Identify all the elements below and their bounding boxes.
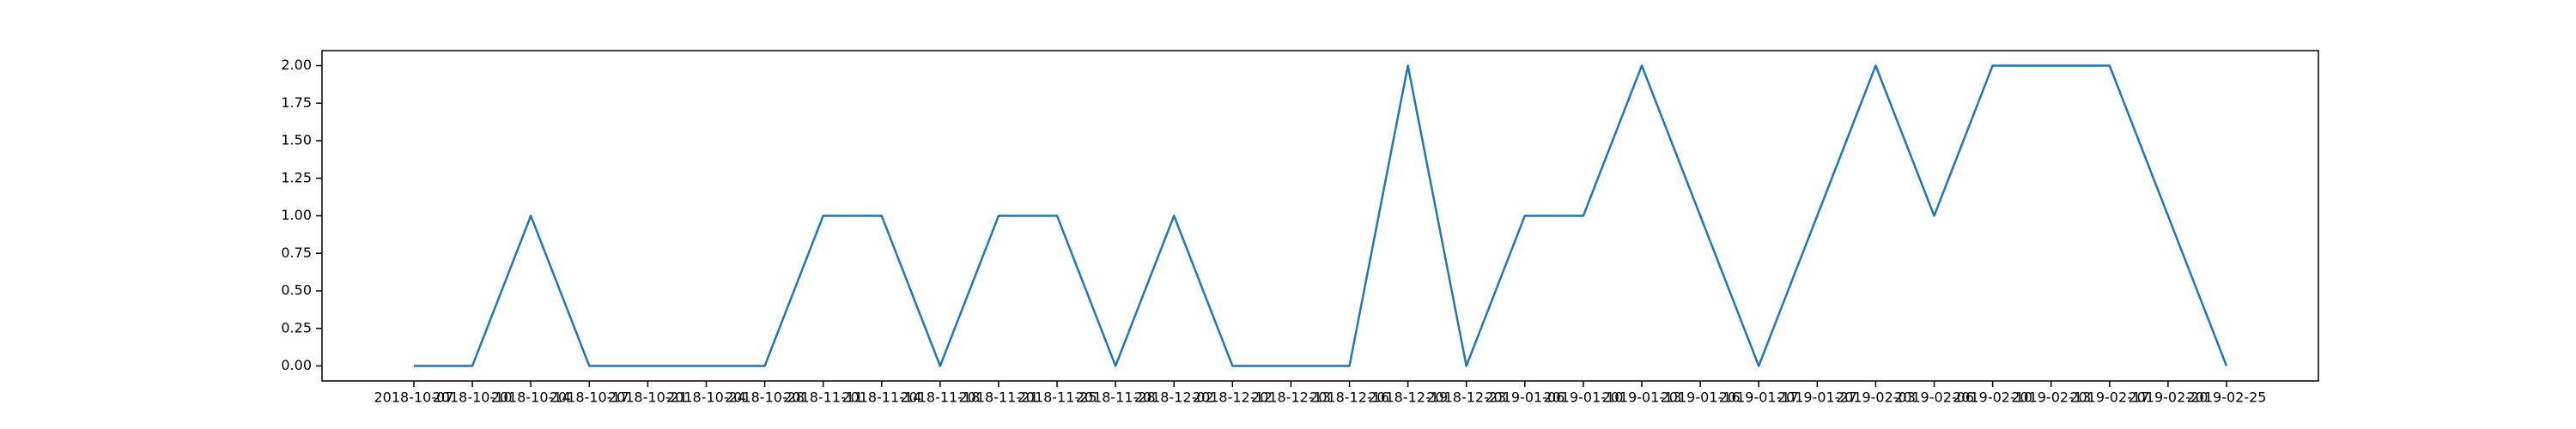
x-tick-label: 2019-02-20 [2128,390,2208,406]
x-tick-label: 2018-10-07 [374,390,454,406]
x-tick-label: 2018-10-28 [725,390,805,406]
y-tick-label: 1.00 [281,207,312,223]
x-tick-label: 2019-01-17 [1719,390,1799,406]
x-tick-label: 2018-12-12 [1193,390,1273,406]
x-tick-label: 2018-10-21 [608,390,688,406]
x-tick-label: 2019-02-06 [1894,390,1974,406]
y-tick-label: 1.50 [281,132,312,148]
x-tick-label: 2018-12-23 [1426,390,1506,406]
x-tick-label: 2018-11-14 [841,390,921,406]
x-tick-label: 2018-11-11 [783,390,863,406]
x-tick-label: 2018-11-21 [958,390,1038,406]
x-tick-label: 2018-11-25 [1018,390,1097,406]
x-tick-label: 2018-10-17 [550,390,629,406]
axes-frame [321,50,2319,382]
x-tick-label: 2019-02-03 [1836,390,1916,406]
x-tick-label: 2018-11-18 [900,390,980,406]
x-tick-label: 2018-12-19 [1368,390,1448,406]
x-tick-label: 2019-01-13 [1602,390,1682,406]
y-tick-label: 0.50 [281,282,312,299]
y-tick-label: 0.25 [281,319,312,335]
x-tick-label: 2018-10-24 [666,390,746,406]
x-tick-label: 2019-01-27 [1777,390,1857,406]
line-series [414,64,2228,367]
x-tick-label: 2019-02-17 [2069,390,2149,406]
x-tick-label: 2019-02-25 [2187,390,2267,406]
y-tick-label: 0.75 [281,245,312,261]
y-tick-label: 2.00 [281,57,312,73]
y-tick-label: 1.25 [281,169,312,185]
x-tick-label: 2019-02-10 [1953,390,2032,406]
x-tick-label: 2019-01-16 [1661,390,1741,406]
y-tick-label: 1.75 [281,94,312,111]
x-tick-label: 2018-11-28 [1076,390,1156,406]
x-tick-label: 2018-10-10 [433,390,513,406]
x-tick-label: 2019-01-06 [1485,390,1564,406]
y-tick-label: 0.00 [281,357,312,373]
x-tick-label: 2018-12-16 [1309,390,1389,406]
x-tick-label: 2019-02-13 [2011,390,2091,406]
x-tick-label: 2019-01-10 [1543,390,1623,406]
x-tick-label: 2018-12-13 [1251,390,1331,406]
x-tick-label: 2018-12-02 [1134,390,1214,406]
x-tick-label: 2018-10-14 [491,390,571,406]
